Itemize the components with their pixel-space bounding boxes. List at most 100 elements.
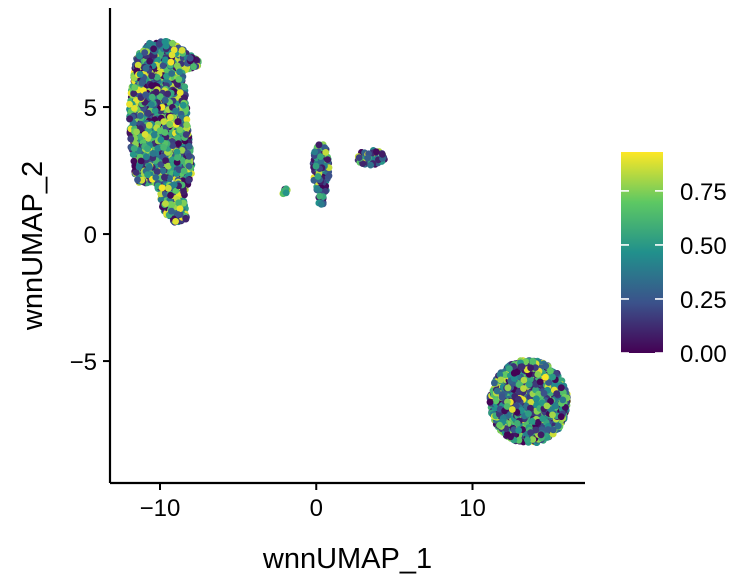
data-point — [164, 90, 172, 98]
data-point — [164, 162, 172, 170]
data-point — [503, 403, 511, 410]
legend-tick-label: 0.00 — [680, 341, 727, 368]
data-point — [168, 70, 176, 77]
data-point — [135, 163, 143, 171]
data-point — [163, 72, 170, 80]
data-point — [557, 413, 565, 421]
data-point — [498, 393, 506, 401]
data-point — [136, 52, 143, 60]
data-point — [190, 63, 197, 71]
data-point — [316, 192, 324, 200]
data-point — [185, 142, 193, 150]
data-point — [317, 153, 324, 161]
data-point — [137, 112, 144, 119]
data-point — [169, 39, 176, 47]
data-point — [130, 157, 138, 165]
data-point — [170, 181, 178, 189]
data-point — [527, 398, 535, 406]
legend-tick-label: 0.25 — [680, 287, 727, 314]
data-point — [159, 62, 167, 69]
data-point — [185, 152, 193, 160]
data-point — [174, 211, 182, 218]
data-point — [150, 131, 158, 139]
data-point — [160, 144, 168, 151]
data-point — [172, 218, 180, 225]
data-point — [557, 384, 565, 392]
data-point — [126, 100, 133, 108]
data-point — [515, 426, 523, 434]
data-point — [355, 154, 363, 162]
data-point — [528, 417, 536, 425]
data-point — [161, 96, 169, 104]
data-point — [503, 431, 511, 438]
data-point — [539, 415, 547, 422]
data-point — [159, 167, 167, 175]
data-point — [554, 422, 562, 430]
data-point — [175, 140, 182, 148]
data-point — [146, 57, 154, 65]
data-point — [181, 94, 189, 102]
data-point — [173, 148, 181, 156]
data-point — [168, 201, 176, 209]
data-point — [525, 380, 533, 388]
data-point — [148, 72, 156, 80]
data-point — [527, 429, 535, 436]
data-point — [550, 381, 558, 389]
data-point — [180, 199, 187, 207]
data-point — [547, 406, 555, 414]
data-point — [504, 384, 512, 392]
data-point — [520, 376, 528, 384]
data-point — [167, 191, 174, 199]
data-point — [176, 205, 184, 213]
data-point — [491, 379, 498, 387]
scatter-points — [126, 38, 571, 446]
data-point — [527, 364, 534, 372]
data-point — [186, 54, 194, 62]
data-point — [183, 116, 191, 123]
data-point — [486, 398, 494, 406]
data-point — [518, 363, 526, 371]
data-point — [181, 83, 189, 91]
x-tick-label: 0 — [310, 495, 323, 522]
data-point — [178, 147, 186, 154]
data-point — [537, 431, 545, 439]
data-point — [496, 421, 503, 429]
data-point — [168, 207, 175, 215]
data-point — [131, 84, 139, 91]
data-point — [311, 148, 319, 156]
data-point — [153, 74, 161, 81]
data-point — [166, 175, 174, 182]
data-point — [379, 151, 386, 158]
data-point — [359, 160, 367, 168]
data-point — [324, 156, 332, 164]
x-axis-title: wnnUMAP_1 — [262, 543, 432, 575]
data-point — [176, 68, 183, 76]
data-point — [162, 56, 169, 64]
data-point — [167, 58, 175, 66]
data-point — [152, 174, 160, 181]
y-tick-label: 5 — [84, 95, 97, 122]
color-legend: 0.00 0.25 0.50 0.75 — [621, 152, 727, 368]
data-point — [162, 200, 169, 208]
data-point — [515, 436, 523, 444]
data-point — [547, 397, 554, 405]
data-point — [325, 172, 333, 180]
data-point — [559, 396, 567, 404]
data-point — [176, 126, 184, 134]
data-point — [180, 167, 188, 175]
data-point — [172, 107, 179, 115]
data-point — [492, 397, 500, 405]
data-point — [160, 118, 168, 125]
data-point — [532, 364, 539, 371]
data-point — [170, 46, 178, 54]
data-point — [148, 101, 155, 108]
data-point — [150, 45, 158, 53]
data-point — [547, 367, 554, 375]
data-point — [161, 173, 168, 181]
data-point — [137, 157, 145, 165]
data-point — [185, 176, 193, 184]
axes: −10 0 10 −5 0 5 wnnUMAP_1 wnnUMAP_2 — [17, 8, 585, 575]
data-point — [129, 151, 137, 158]
data-point — [161, 129, 169, 136]
data-point — [527, 404, 534, 412]
